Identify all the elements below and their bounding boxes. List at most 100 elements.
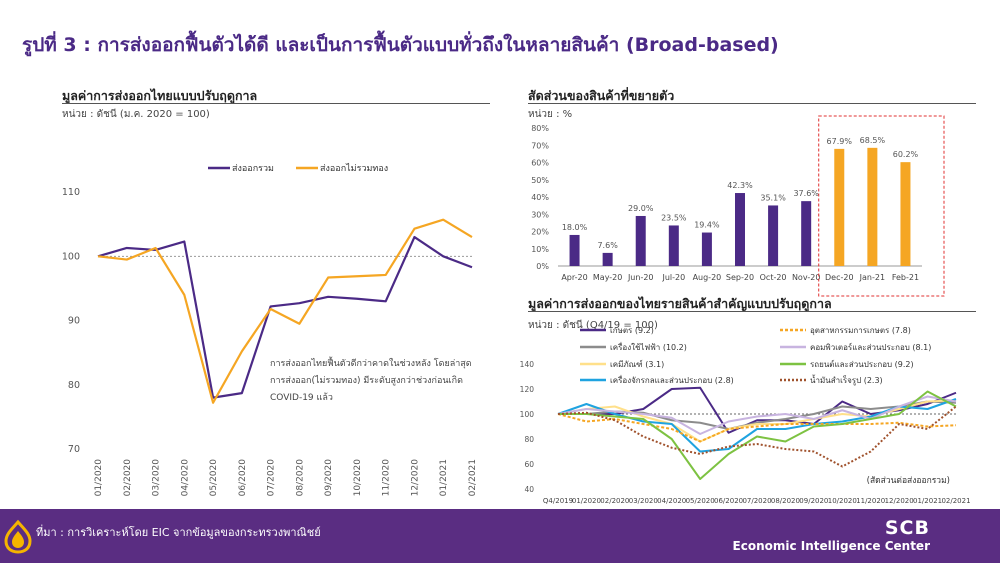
legend-label: เครื่องใช้ไฟฟ้า (10.2) bbox=[610, 341, 687, 352]
x-tick-label: May-20 bbox=[593, 273, 622, 282]
annotation-text: การส่งออกไทยฟื้นตัวดีกว่าคาดในช่วงหลัง โ… bbox=[270, 356, 472, 369]
y-tick-label: 100 bbox=[62, 251, 80, 262]
y-tick-label: 70% bbox=[531, 141, 549, 150]
x-tick-label: 05/2020 bbox=[209, 459, 219, 497]
bar-value-label: 68.5% bbox=[860, 136, 886, 145]
y-tick-label: 80 bbox=[524, 435, 534, 444]
series-line bbox=[97, 235, 473, 399]
y-tick-label: 60 bbox=[524, 460, 534, 469]
x-tick-label: 07/2020 bbox=[742, 497, 771, 505]
x-tick-label: 04/2020 bbox=[657, 497, 686, 505]
bar-value-label: 42.3% bbox=[727, 181, 753, 190]
bar bbox=[635, 215, 646, 266]
y-tick-label: 120 bbox=[520, 385, 535, 394]
x-tick-label: 02/2020 bbox=[600, 497, 629, 505]
legend-label: คอมพิวเตอร์และส่วนประกอบ (8.1) bbox=[810, 342, 931, 352]
annotation-text: การส่งออก(ไม่รวมทอง) มีระดับสูงกว่าช่วงก… bbox=[270, 375, 463, 386]
product-chart-title: มูลค่าการส่งออกของไทยรายสินค้าสำคัญแบบปร… bbox=[528, 296, 832, 311]
x-tick-label: 01/2020 bbox=[94, 459, 104, 497]
series-line bbox=[557, 413, 957, 443]
bar bbox=[801, 201, 812, 266]
x-tick-label: 01/2021 bbox=[913, 497, 942, 505]
bar bbox=[569, 234, 580, 266]
bar-chart-unit: หน่วย : % bbox=[528, 109, 573, 120]
x-tick-label: Jul-20 bbox=[661, 273, 685, 282]
x-tick-label: 11/2020 bbox=[382, 459, 392, 497]
left-chart-title: มูลค่าการส่งออกไทยแบบปรับฤดูกาล bbox=[62, 88, 258, 103]
y-tick-label: 50% bbox=[531, 176, 549, 185]
bar bbox=[900, 162, 911, 266]
footer-bar: ที่มา : การวิเคราะห์โดย EIC จากข้อมูลของ… bbox=[0, 509, 1000, 563]
y-tick-label: 30% bbox=[531, 210, 549, 219]
legend-label: เคมีภัณฑ์ (3.1) bbox=[610, 359, 664, 369]
y-tick-label: 140 bbox=[520, 360, 535, 369]
series-line bbox=[557, 395, 957, 435]
x-tick-label: 01/2021 bbox=[439, 459, 449, 496]
bar-value-label: 67.9% bbox=[827, 137, 853, 146]
y-tick-label: 110 bbox=[62, 187, 80, 198]
y-tick-label: 10% bbox=[531, 245, 549, 254]
y-tick-label: 20% bbox=[531, 228, 549, 237]
brand-subtitle: Economic Intelligence Center bbox=[732, 539, 930, 553]
bar bbox=[834, 148, 845, 266]
y-tick-label: 90 bbox=[68, 316, 80, 327]
x-tick-label: Feb-21 bbox=[892, 273, 919, 282]
bar-value-label: 19.4% bbox=[694, 221, 720, 230]
x-tick-label: Jan-21 bbox=[859, 273, 885, 282]
x-tick-label: 07/2020 bbox=[267, 459, 277, 497]
y-tick-label: 40 bbox=[524, 485, 534, 494]
bar-value-label: 60.2% bbox=[893, 150, 919, 159]
x-tick-label: 03/2020 bbox=[152, 459, 162, 497]
x-tick-label: Apr-20 bbox=[561, 273, 587, 282]
brand-block: SCB Economic Intelligence Center bbox=[733, 517, 930, 553]
x-tick-label: 02/2020 bbox=[123, 459, 133, 497]
x-tick-label: 06/2020 bbox=[238, 459, 248, 497]
x-tick-label: 09/2020 bbox=[799, 497, 828, 505]
legend-label: เครื่องจักรกลและส่วนประกอบ (2.8) bbox=[610, 374, 734, 385]
legend-label: อุตสาหกรรมการเกษตร (7.8) bbox=[810, 326, 911, 335]
y-tick-label: 70 bbox=[68, 444, 80, 455]
x-tick-label: 08/2020 bbox=[295, 459, 305, 497]
brand-name: SCB bbox=[884, 517, 930, 539]
x-tick-label: 04/2020 bbox=[180, 459, 190, 497]
page-title: รูปที่ 3 : การส่งออกฟื้นตัวได้ดี และเป็น… bbox=[22, 34, 779, 56]
bar-chart-title: สัดส่วนของสินค้าที่ขยายตัว bbox=[528, 88, 675, 103]
product-chart-unit: หน่วย : ดัชนี (Q4/19 = 100) bbox=[528, 320, 658, 331]
legend-label: เกษตร (9.2) bbox=[610, 326, 654, 335]
bar bbox=[668, 225, 679, 266]
bar bbox=[602, 252, 613, 266]
legend-label: ส่งออกรวม bbox=[232, 164, 274, 174]
left-chart-unit: หน่วย : ดัชนี (ม.ค. 2020 = 100) bbox=[62, 109, 210, 120]
x-tick-label: Q4/2019 bbox=[543, 497, 573, 505]
x-tick-label: 02/2021 bbox=[468, 459, 478, 496]
x-tick-label: Nov-20 bbox=[792, 273, 820, 282]
x-tick-label: 01/2020 bbox=[572, 497, 601, 505]
x-tick-label: Sep-20 bbox=[726, 273, 754, 282]
x-tick-label: 02/2021 bbox=[941, 497, 970, 505]
note-text: (สัดส่วนต่อส่งออกรวม) bbox=[867, 476, 950, 486]
series-line bbox=[557, 405, 957, 468]
x-tick-label: Dec-20 bbox=[825, 273, 854, 282]
series-line bbox=[97, 218, 473, 404]
bar-value-label: 37.6% bbox=[793, 189, 819, 198]
x-tick-label: 12/2020 bbox=[410, 459, 420, 497]
x-tick-label: 10/2020 bbox=[353, 459, 363, 497]
bar bbox=[701, 232, 712, 266]
bar-value-label: 23.5% bbox=[661, 213, 687, 222]
left-title-underline bbox=[62, 103, 490, 104]
legend-label: รถยนต์และส่วนประกอบ (9.2) bbox=[810, 359, 914, 369]
y-tick-label: 40% bbox=[531, 193, 549, 202]
bar-title-underline bbox=[528, 103, 976, 104]
bar-value-label: 18.0% bbox=[562, 223, 588, 232]
bar bbox=[735, 193, 745, 266]
y-tick-label: 100 bbox=[520, 410, 535, 419]
x-tick-label: 10/2020 bbox=[828, 497, 857, 505]
x-tick-label: 06/2020 bbox=[714, 497, 743, 505]
x-tick-label: 09/2020 bbox=[324, 459, 334, 497]
bar-value-label: 29.0% bbox=[628, 204, 654, 213]
series-line bbox=[558, 390, 957, 480]
x-tick-label: Jun-20 bbox=[627, 273, 654, 282]
x-tick-label: Aug-20 bbox=[693, 273, 722, 282]
product-title-underline bbox=[528, 311, 976, 312]
